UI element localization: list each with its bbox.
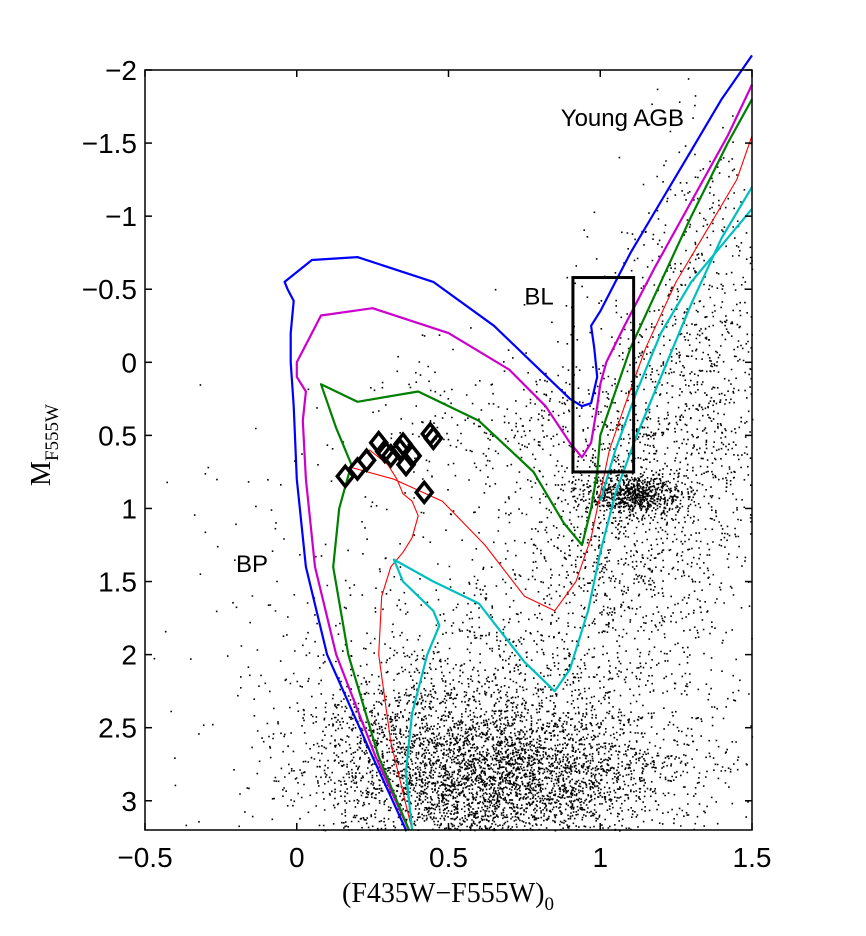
x-tick-label: 1 (592, 842, 608, 873)
y-axis-label: MF555W (26, 404, 63, 486)
x-tick-label: −0.5 (117, 842, 172, 873)
series-blue (283, 54, 753, 831)
highlighted-star-10 (413, 479, 435, 506)
annotation-bl: BL (524, 284, 553, 311)
x-axis-label-main: (F435W−F555W) (342, 878, 544, 909)
y-tick-label: 2 (121, 640, 137, 671)
y-tick-label: 0 (121, 347, 137, 378)
bl-region-box (571, 276, 636, 474)
y-tick-label: −0.5 (82, 274, 137, 305)
y-tick-label: 0.5 (98, 420, 137, 451)
field-stars (153, 78, 754, 832)
x-axis-label: (F435W−F555W)0 (342, 878, 554, 915)
y-tick-label: −1.5 (82, 128, 137, 159)
series-cyan-2 (599, 208, 753, 502)
ticks: −0.5 0 0.5 1 1.5 −2 −1.5 −1 −0.5 0 0.5 1 1.5 2 2.5 3 (82, 55, 772, 873)
highlighted-star-7 (392, 431, 414, 457)
y-tick-label: 1 (121, 493, 137, 524)
series-red (350, 135, 753, 831)
highlighted-star-9 (401, 443, 423, 469)
highlighted-star-2 (356, 447, 377, 474)
x-tick-label: 1.5 (733, 842, 772, 873)
y-axis-label-main: M (26, 461, 57, 486)
x-tick-label: 0 (289, 842, 305, 873)
isochrone-tracks (283, 54, 753, 831)
y-tick-label: 1.5 (98, 567, 137, 598)
y-axis-label-sub: F555W (42, 404, 63, 461)
highlighted-stars (335, 421, 444, 506)
series-green (319, 98, 753, 831)
x-tick-label: 0.5 (429, 842, 468, 873)
y-tick-label: −1 (105, 201, 137, 232)
bl-box (571, 276, 636, 474)
series-cyan (392, 186, 753, 831)
field-star-dots (153, 78, 754, 832)
y-tick-label: −2 (105, 55, 137, 86)
annotation-bp: BP (236, 551, 268, 578)
highlighted-star-8 (395, 451, 417, 478)
y-tick-label: 2.5 (98, 713, 137, 744)
x-axis-label-sub: 0 (544, 894, 554, 915)
highlighted-star-12 (423, 425, 444, 452)
annotation-young-agb: Young AGB (561, 105, 684, 132)
series-magenta (295, 84, 753, 831)
y-tick-label: 3 (121, 786, 137, 817)
